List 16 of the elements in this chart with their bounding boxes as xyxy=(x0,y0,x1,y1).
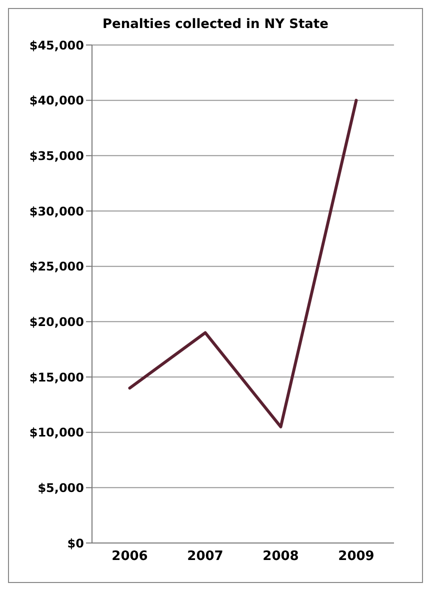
y-tick-label: $30,000 xyxy=(29,204,84,218)
x-tick-label: 2008 xyxy=(262,549,299,564)
y-tick-label: $15,000 xyxy=(29,370,84,384)
x-tick-label: 2006 xyxy=(112,549,148,564)
y-tick-label: $45,000 xyxy=(29,38,84,52)
y-tick-label: $25,000 xyxy=(29,260,84,274)
line-series xyxy=(128,98,358,428)
y-tick-label: $0 xyxy=(67,536,84,550)
chart-title: Penalties collected in NY State xyxy=(102,16,330,34)
y-tick-label: $5,000 xyxy=(38,480,84,495)
y-tick-label: $10,000 xyxy=(29,426,84,440)
x-tick-label: 2007 xyxy=(187,549,224,564)
y-tick-label: $20,000 xyxy=(29,314,84,329)
x-tick-label: 2009 xyxy=(338,549,374,564)
y-tick-label: $40,000 xyxy=(29,94,84,108)
y-tick-label: $35,000 xyxy=(29,148,84,163)
